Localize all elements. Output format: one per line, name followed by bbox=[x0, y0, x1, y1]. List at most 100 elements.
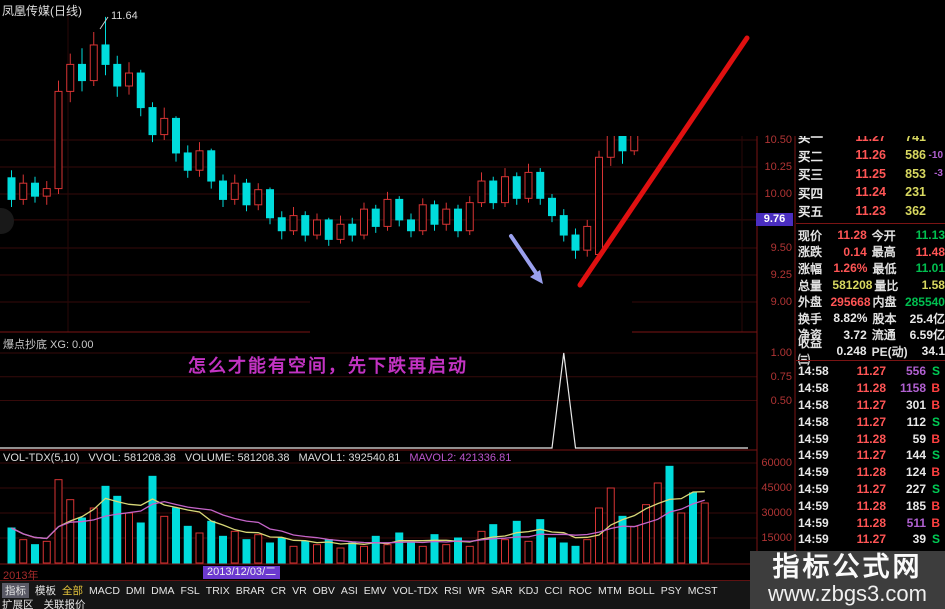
info-value: 6.59亿 bbox=[909, 328, 945, 343]
info-value: 11.48 bbox=[915, 244, 945, 259]
toolbar-indicator-macd[interactable]: MACD bbox=[89, 584, 120, 597]
bid-label: 买五 bbox=[798, 205, 824, 219]
tick-volume: 39 bbox=[912, 532, 926, 547]
toolbar-indicator-obv[interactable]: OBV bbox=[312, 584, 335, 597]
toolbar-tab-指标[interactable]: 指标 bbox=[2, 583, 29, 598]
toolbar-indicator-vr[interactable]: VR bbox=[292, 584, 307, 597]
top-right-cover-box bbox=[555, 0, 945, 136]
toolbar-indicator-sar[interactable]: SAR bbox=[491, 584, 513, 597]
toolbar-indicator-wr[interactable]: WR bbox=[467, 584, 486, 597]
bid-row[interactable]: 买四 11.24 231 bbox=[798, 184, 943, 201]
info-value: 3.72 bbox=[843, 327, 867, 342]
toolbar-indicator-roc[interactable]: ROC bbox=[568, 584, 592, 597]
toolbar-extra-item[interactable]: 扩展区 bbox=[2, 599, 34, 609]
volume-tick-label: 60000 bbox=[761, 457, 792, 469]
tick-volume: 1158 bbox=[899, 381, 926, 396]
tick-row: 14:58 11.27 301 B bbox=[798, 397, 943, 414]
bid-row[interactable]: 买三 11.25 853 -3 bbox=[798, 165, 943, 183]
tick-row: 14:58 11.27 556 S bbox=[798, 363, 943, 380]
bid-label: 买三 bbox=[798, 168, 824, 182]
peak-price-annotation: 11.64 bbox=[111, 10, 138, 22]
volume-tick-label: 45000 bbox=[761, 482, 792, 494]
toolbar-indicator-vol-tdx[interactable]: VOL-TDX bbox=[392, 584, 439, 597]
info-value: 11.01 bbox=[915, 261, 945, 276]
toolbar-indicator-dmi[interactable]: DMI bbox=[125, 584, 146, 597]
tick-row: 14:59 11.28 511 B bbox=[798, 514, 943, 531]
xaxis-cursor-date: 2013/12/03/二 bbox=[203, 566, 281, 579]
bid-volume: 853 bbox=[905, 166, 926, 181]
info-row: 现价 11.28 今开 11.13 bbox=[798, 227, 945, 244]
sub-indicator-label: 爆点抄底 XG: 0.00 bbox=[3, 339, 94, 351]
info-row: 涨跌 0.14 最高 11.48 bbox=[798, 244, 945, 261]
tick-side: S bbox=[931, 414, 940, 429]
tick-volume: 59 bbox=[912, 431, 926, 446]
toolbar-indicator-dma[interactable]: DMA bbox=[151, 584, 175, 597]
toolbar-indicator-mtm[interactable]: MTM bbox=[597, 584, 622, 597]
toolbar-indicator-brar[interactable]: BRAR bbox=[235, 584, 265, 597]
vol-header-segment: MAVOL1: 392540.81 bbox=[298, 452, 401, 464]
tick-price: 11.28 bbox=[856, 498, 886, 513]
toolbar-indicator-psy[interactable]: PSY bbox=[660, 584, 682, 597]
toolbar-indicator-boll[interactable]: BOLL bbox=[627, 584, 655, 597]
vol-header-segment: MAVOL2: 421336.81 bbox=[409, 452, 512, 464]
tick-volume: 112 bbox=[906, 414, 926, 429]
tick-price: 11.27 bbox=[856, 397, 886, 412]
quote-separator bbox=[796, 360, 945, 361]
info-value: 0.248 bbox=[836, 344, 867, 359]
tick-time: 14:59 bbox=[798, 448, 829, 463]
toolbar-indicator-kdj[interactable]: KDJ bbox=[518, 584, 539, 597]
tick-volume: 124 bbox=[905, 465, 926, 480]
tick-time: 14:58 bbox=[798, 414, 829, 429]
tick-volume: 185 bbox=[905, 498, 926, 513]
toolbar-indicator-rsi[interactable]: RSI bbox=[444, 584, 462, 597]
tick-row: 14:59 11.28 185 B bbox=[798, 497, 943, 514]
tick-price: 11.27 bbox=[856, 532, 886, 547]
toolbar-indicator-cci[interactable]: CCI bbox=[544, 584, 563, 597]
bid-price: 11.23 bbox=[855, 203, 886, 218]
info-value: 1.26% bbox=[833, 261, 868, 276]
chart-cover-box bbox=[310, 287, 632, 333]
price-tick-label: 9.00 bbox=[770, 296, 792, 308]
toolbar-tab-全部[interactable]: 全部 bbox=[62, 585, 83, 597]
tick-row: 14:59 11.27 144 S bbox=[798, 447, 943, 464]
toolbar-indicator-mcst[interactable]: MCST bbox=[687, 584, 718, 597]
tick-side: B bbox=[931, 465, 940, 480]
info-label: 涨幅 bbox=[798, 261, 823, 276]
volume-tick-label: 15000 bbox=[761, 532, 792, 544]
toolbar-indicator-asi[interactable]: ASI bbox=[340, 584, 358, 597]
toolbar-row-extra: 扩展区 关联报价 bbox=[2, 597, 86, 609]
tick-row: 14:59 11.27 39 S bbox=[798, 531, 943, 548]
info-row: 收益㈢ 0.248 PE(动) 34.1 bbox=[798, 336, 945, 367]
toolbar-indicator-emv[interactable]: EMV bbox=[363, 584, 387, 597]
cursor-price-box: 9.76 bbox=[756, 213, 793, 226]
tick-volume: 301 bbox=[905, 397, 926, 412]
tick-volume: 511 bbox=[906, 515, 926, 530]
tick-row: 14:59 11.27 227 S bbox=[798, 481, 943, 498]
info-label: 股本 bbox=[872, 311, 897, 326]
info-row: 总量 581208 量比 1.58 bbox=[798, 277, 945, 294]
xaxis-year-label: 2013年 bbox=[3, 570, 39, 582]
info-row: 外盘 295668 内盘 285540 bbox=[798, 293, 945, 310]
volume-tick-label: 30000 bbox=[761, 507, 792, 519]
quote-separator bbox=[796, 223, 945, 224]
tick-price: 11.27 bbox=[856, 448, 886, 463]
bid-label: 买四 bbox=[798, 186, 824, 201]
tick-side: B bbox=[931, 381, 940, 396]
bid-row[interactable]: 买二 11.26 586 -10 bbox=[798, 147, 943, 164]
tick-time: 14:59 bbox=[798, 431, 829, 446]
info-value: 295668 bbox=[830, 294, 871, 309]
tick-price: 11.28 bbox=[856, 465, 886, 480]
price-tick-label: 10.50 bbox=[764, 134, 792, 146]
toolbar-indicator-trix[interactable]: TRIX bbox=[205, 584, 230, 597]
toolbar-indicator-cr[interactable]: CR bbox=[270, 584, 287, 597]
tick-side: B bbox=[931, 431, 940, 446]
toolbar-extra-item[interactable]: 关联报价 bbox=[43, 599, 86, 609]
bid-row[interactable]: 买五 11.23 362 bbox=[798, 202, 943, 220]
info-row: 换手 8.82% 股本 25.4亿 bbox=[798, 310, 945, 327]
info-value: 285540 bbox=[904, 294, 945, 309]
tick-time: 14:59 bbox=[798, 515, 829, 530]
sub-tick-label: 0.50 bbox=[770, 394, 792, 407]
toolbar-tab-模板[interactable]: 模板 bbox=[35, 585, 56, 597]
toolbar-indicator-fsl[interactable]: FSL bbox=[180, 584, 200, 597]
